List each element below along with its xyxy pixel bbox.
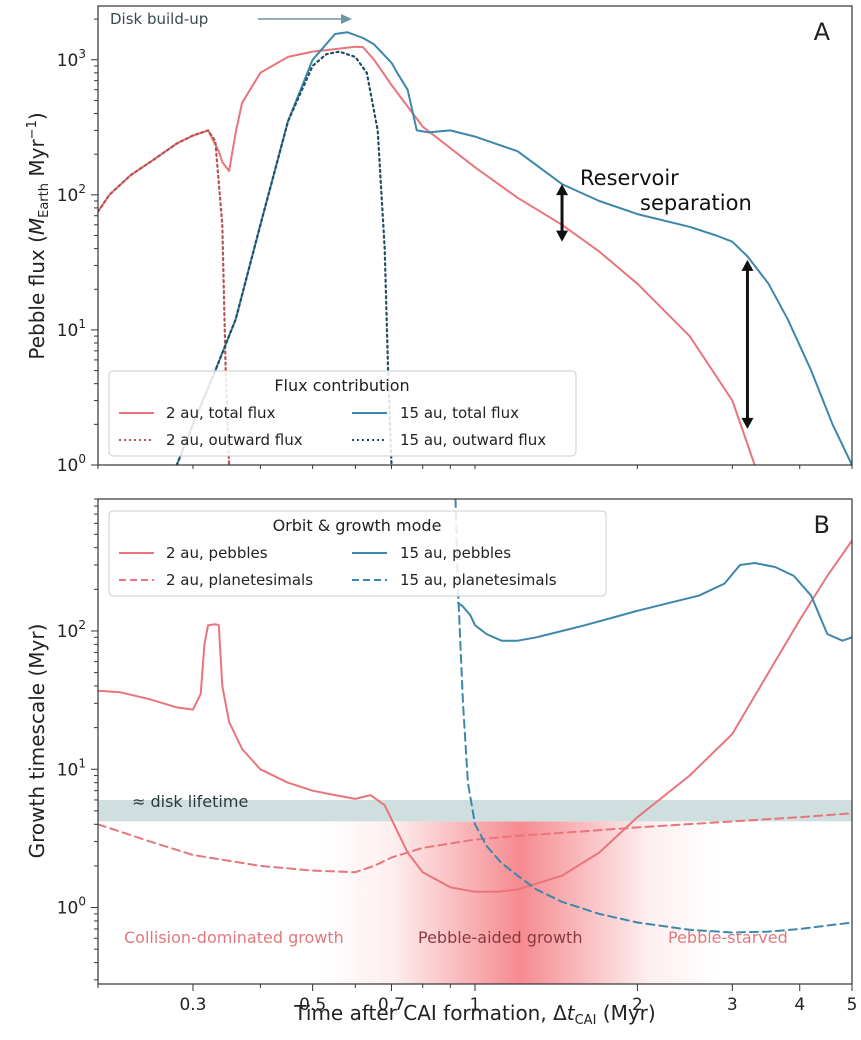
panel-b-xtick-label: 3 xyxy=(727,995,738,1015)
reservoir-arrowhead-down xyxy=(741,417,754,429)
panel-b-letter: B xyxy=(814,511,830,539)
panel-a: 100 101 102 103 A Disk build-up Reservoir s… xyxy=(25,5,853,476)
reservoir-label-line1: Reservoir xyxy=(580,166,679,190)
panel-a-series-15-au-outward-flux xyxy=(175,50,393,465)
legend-b-entry: 15 au, pebbles xyxy=(352,544,511,562)
panel-a-ylabel: Pebble flux (MEarth Myr−1) xyxy=(25,112,52,359)
panel-a-ytick-label: 103 xyxy=(57,47,86,71)
legend-b-label: 15 au, planetesimals xyxy=(400,571,557,589)
panel-a-ytick-label: 102 xyxy=(57,182,86,206)
panel-b-series-2-au-pebbles xyxy=(98,539,852,893)
legend-a-entry: 2 au, outward flux xyxy=(119,431,303,449)
disk-build-up-label: Disk build-up xyxy=(110,10,208,28)
region-label-pebble-aided: Pebble-aided growth xyxy=(418,928,582,947)
legend-b-label: 2 au, pebbles xyxy=(166,544,268,562)
legend-a-entry: 2 au, total flux xyxy=(119,404,276,422)
region-label-pebble-starved: Pebble-starved xyxy=(668,928,788,947)
reservoir-separation-annotation: Reservoir separation xyxy=(580,166,752,215)
panel-b-xtick-label: 1 xyxy=(470,995,481,1015)
legend-b-entry: 2 au, planetesimals xyxy=(119,571,313,589)
disk-lifetime-band xyxy=(98,799,852,822)
legend-b-entry: 2 au, pebbles xyxy=(119,544,268,562)
panel-b-xtick-label: 0.3 xyxy=(179,995,206,1015)
panel-b-series-15-au-pebbles xyxy=(457,562,852,642)
reservoir-arrowhead-down xyxy=(556,230,569,242)
panel-b-ytick-label: 102 xyxy=(57,618,86,642)
panel-b-ylabel: Growth timescale (Myr) xyxy=(25,624,49,859)
panel-b-ytick-label: 101 xyxy=(57,756,86,780)
panel-a-ytick-label: 100 xyxy=(57,452,86,476)
legend-a-label: 2 au, total flux xyxy=(166,404,276,422)
legend-a-entry: 15 au, outward flux xyxy=(352,431,546,449)
panel-b-xtick-label: 4 xyxy=(794,995,805,1015)
legend-a-entry: 15 au, total flux xyxy=(352,404,519,422)
panel-b-ytick-label: 100 xyxy=(57,895,86,919)
legend-b-label: 2 au, planetesimals xyxy=(166,571,313,589)
panel-b: 100 101 102 0.3 0.5 0.7 1 2 3 4 5 B ≈ disk lifetim… xyxy=(25,498,858,1028)
legend-b-title: Orbit & growth mode xyxy=(273,516,442,535)
panel-a-series-2-au-outward-flux xyxy=(98,129,231,465)
disk-build-up-arrowhead xyxy=(341,14,352,24)
reservoir-label-line2: separation xyxy=(640,191,752,215)
panel-b-xtick-label: 0.5 xyxy=(299,995,326,1015)
reservoir-arrowhead-up xyxy=(741,259,754,271)
pebble-aided-region xyxy=(320,821,720,984)
panel-b-xtick-label: 0.7 xyxy=(378,995,405,1015)
legend-b-label: 15 au, pebbles xyxy=(400,544,511,562)
band-label: ≈ disk lifetime xyxy=(132,792,248,811)
panel-b-xtick-label: 2 xyxy=(632,995,643,1015)
panel-b-xtick-label: 5 xyxy=(847,995,858,1015)
legend-b: Orbit & growth mode 2 au, pebbles 15 au,… xyxy=(108,510,607,597)
legend-a-label: 2 au, outward flux xyxy=(166,431,303,449)
legend-a-label: 15 au, total flux xyxy=(400,404,519,422)
legend-b-entry: 15 au, planetesimals xyxy=(352,571,557,589)
legend-a: Flux contribution 2 au, total flux 15 au… xyxy=(108,370,577,457)
region-label-collision: Collision-dominated growth xyxy=(124,928,344,947)
reservoir-arrowhead-up xyxy=(556,184,569,196)
panel-a-ytick-label: 101 xyxy=(57,317,86,341)
panel-b-xlabel: Time after CAI formation, ΔtCAI (Myr) xyxy=(293,1001,655,1028)
panel-a-letter: A xyxy=(814,18,831,46)
panel-b-series-15-au-planetesimals xyxy=(454,499,852,934)
legend-a-title: Flux contribution xyxy=(274,376,409,395)
disk-build-up-annotation: Disk build-up xyxy=(110,10,352,28)
legend-a-box xyxy=(108,370,577,457)
panel-b-series-2-au-planetesimals xyxy=(98,812,852,874)
legend-a-label: 15 au, outward flux xyxy=(400,431,546,449)
